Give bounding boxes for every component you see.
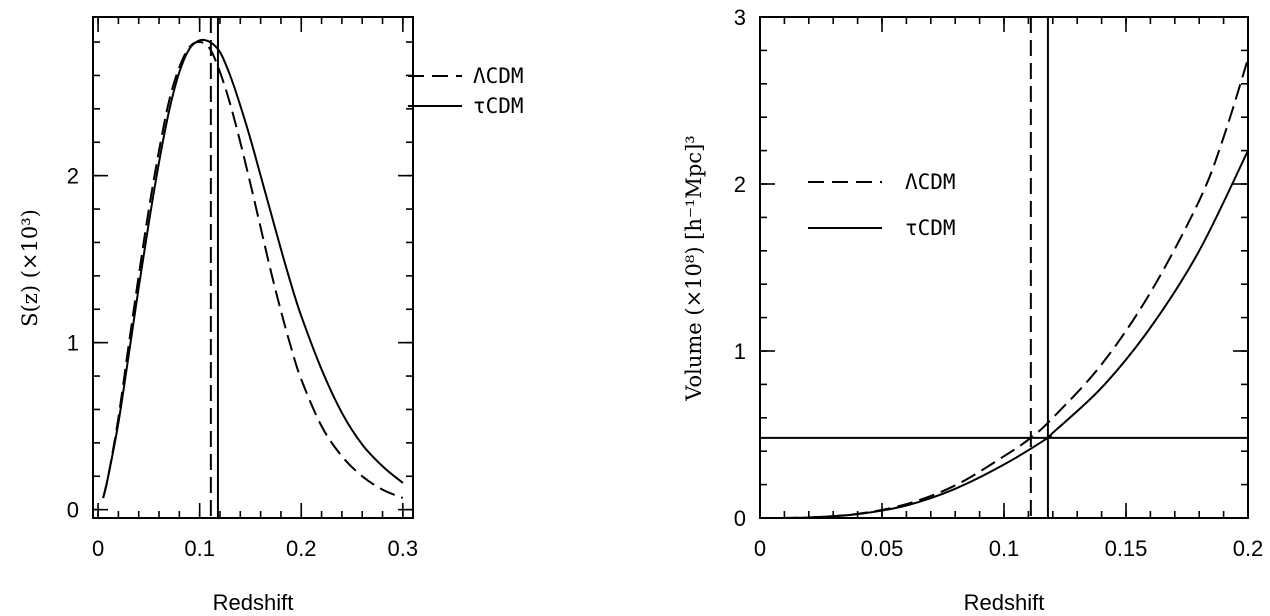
x-tick-label: 0: [92, 536, 104, 561]
y-tick-label: 2: [734, 172, 746, 197]
x-tick-label: 0.1: [989, 536, 1020, 561]
y-tick-label: 2: [67, 164, 79, 189]
x-tick-label: 0.15: [1105, 536, 1148, 561]
y-tick-label: 1: [67, 331, 79, 356]
y-tick-label: 1: [734, 339, 746, 364]
plot-frame: [759, 16, 1249, 519]
x-tick-label: 0.2: [286, 536, 317, 561]
plot-frame: [92, 16, 414, 519]
right-panel-volume: 0 0.05 0.1 0.15 0.2 0 1 2 3 Redshift Volume (×10⁸)…: [682, 5, 1263, 615]
y-tick-label: 0: [734, 506, 746, 531]
series-line: [102, 38, 404, 499]
series-line: [760, 150, 1248, 518]
x-tick-label: 0.05: [861, 536, 904, 561]
series-line: [102, 41, 404, 499]
series-line: [760, 58, 1248, 518]
legend-label: τCDM: [473, 94, 524, 118]
left-panel-s-of-z: 0 0.1 0.2 0.3 0 1 2 Redshift S(z) (×10³) ΛCDM τCDM: [18, 16, 524, 615]
x-tick-label: 0.1: [184, 536, 215, 561]
legend-label: ΛCDM: [473, 64, 524, 88]
y-axis-title: S(z) (×10³): [18, 209, 42, 327]
x-axis-title: Redshift: [964, 590, 1045, 615]
legend-label: τCDM: [905, 216, 956, 240]
y-tick-label: 3: [734, 5, 746, 30]
x-tick-label: 0.3: [388, 536, 419, 561]
x-axis-title: Redshift: [213, 590, 294, 615]
legend-label: ΛCDM: [905, 170, 956, 194]
x-tick-label: 0: [754, 536, 766, 561]
y-axis-title: Volume (×10⁸) [h⁻¹Mpc]³: [682, 135, 706, 401]
y-tick-label: 0: [67, 498, 79, 523]
x-tick-label: 0.2: [1233, 536, 1264, 561]
